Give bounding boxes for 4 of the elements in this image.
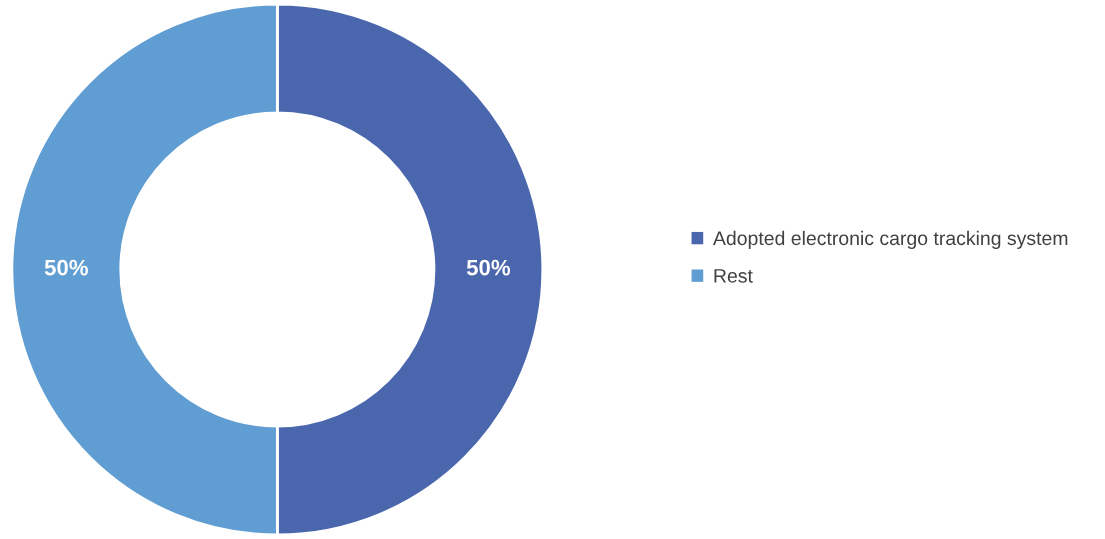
data-label: 50% [466, 259, 511, 276]
legend-label: Rest [714, 269, 753, 283]
legend-label: Adopted electronic cargo tracking system [712, 230, 1068, 249]
data-label: 50% [44, 259, 88, 276]
